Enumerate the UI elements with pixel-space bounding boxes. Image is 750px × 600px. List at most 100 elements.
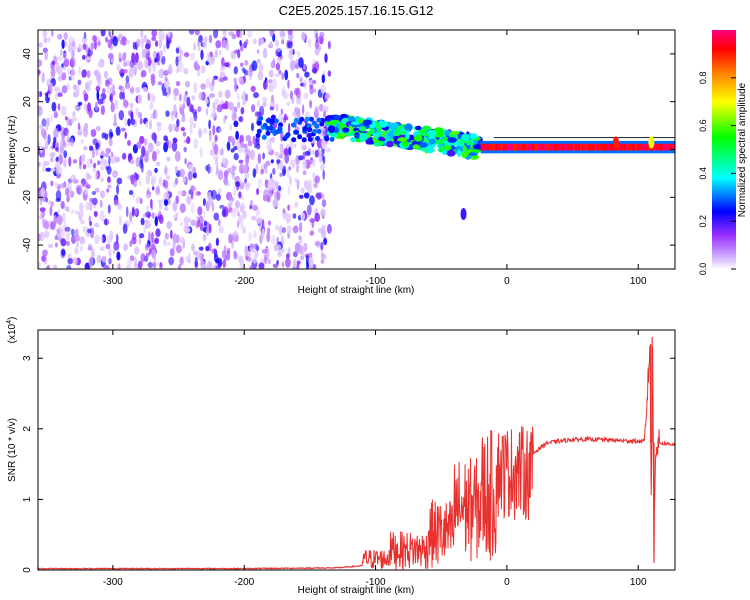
spectrogram-noise-blob (159, 262, 163, 268)
spectrogram-noise-blob (308, 256, 314, 267)
spectrogram-noise-blob (150, 244, 157, 251)
spectrogram-noise-blob (291, 137, 297, 143)
spectrogram-noise-blob (131, 206, 135, 217)
spectrogram-noise-blob (228, 196, 235, 202)
spectrogram-noise-blob (152, 61, 157, 73)
spectrogram-feature (612, 136, 619, 149)
spectrogram-noise-blob (249, 264, 255, 269)
spectrogram-noise-blob (228, 233, 233, 244)
spectrogram-noise-blob (191, 243, 195, 252)
spectrogram-noise-blob (150, 231, 154, 243)
spectrogram-noise-blob (57, 33, 63, 40)
spectrogram-noise-blob (200, 65, 206, 74)
spectrogram-noise-blob (135, 173, 140, 181)
spectrogram-noise-blob (88, 80, 93, 85)
spectrogram-carrier-cell (532, 143, 535, 151)
spectrogram-noise-blob (313, 182, 318, 189)
y-tick-label: 20 (22, 96, 33, 108)
spectrogram-noise-blob (76, 242, 79, 247)
spectrogram-noise-blob (221, 103, 228, 110)
spectrogram-noise-blob (41, 118, 47, 127)
spectrogram-noise-blob (156, 122, 162, 127)
spectrogram-noise-blob (219, 148, 224, 156)
spectrogram-noise-blob (209, 93, 215, 98)
spectrogram-noise-blob (261, 134, 267, 140)
spectrogram-noise-blob (88, 243, 92, 251)
spectrogram-noise-blob (116, 65, 121, 72)
spectrogram-noise-blob (192, 172, 197, 179)
spectrogram-noise-blob (292, 251, 298, 258)
spectrogram-noise-blob (266, 232, 271, 243)
y-tick-label: 0 (22, 146, 33, 152)
spectrogram-noise-blob (57, 56, 63, 61)
spectrogram-noise-blob (314, 106, 319, 115)
spectrogram-noise-blob (56, 214, 63, 226)
spectrogram-noise-blob (235, 130, 240, 140)
spectrogram-noise-blob (234, 81, 238, 93)
spectrogram-noise-blob (51, 60, 56, 66)
spectrogram-noise-blob (140, 253, 146, 263)
spectrogram-noise-blob (180, 117, 186, 123)
spectrogram-signal-blob (351, 121, 360, 126)
spectrogram-noise-blob (208, 34, 213, 44)
spectrogram-signal-blob (348, 116, 355, 122)
spectrogram-noise-blob (259, 234, 263, 245)
spectrogram-signal-blob (401, 140, 409, 148)
spectrogram-noise-blob (49, 82, 54, 92)
spectrogram-noise-blob (298, 221, 303, 233)
spectrogram-noise-blob (300, 250, 305, 260)
spectrogram-noise-blob (299, 77, 303, 83)
spectrogram-noise-blob (207, 163, 211, 174)
spectrogram-noise-blob (309, 99, 312, 109)
spectrogram-noise-blob (66, 206, 70, 213)
spectrogram-signal-blob (350, 136, 356, 143)
spectrogram-noise-blob (95, 142, 100, 150)
spectrogram-noise-blob (139, 135, 145, 144)
spectrogram-noise-blob (269, 30, 274, 37)
spectrogram-carrier-cell (622, 143, 625, 151)
spectrogram-carrier-cell (572, 143, 574, 151)
spectrogram-noise-blob (257, 71, 264, 81)
spectrogram-noise-blob (163, 239, 167, 246)
spectrogram-noise-blob (139, 197, 143, 205)
spectrogram-noise-blob (44, 161, 50, 166)
spectrogram-noise-blob (39, 212, 43, 218)
spectrogram-noise-blob (319, 36, 324, 45)
spectrogram-signal-blob (446, 150, 456, 157)
spectrogram-noise-blob (173, 87, 180, 97)
spectrogram-noise-blob (306, 204, 312, 216)
spectrogram-noise-blob (199, 222, 204, 232)
spectrogram-noise-blob (266, 79, 269, 84)
spectrogram-noise-blob (60, 238, 67, 247)
spectrogram-carrier-cell (496, 143, 499, 151)
spectrogram-noise-blob (123, 243, 128, 251)
spectrogram-noise-blob (127, 118, 131, 127)
spectrogram-noise-blob (66, 195, 70, 203)
spectrogram-noise-blob (262, 47, 268, 59)
spectrogram-noise-blob (255, 137, 259, 143)
spectrogram-noise-blob (147, 231, 151, 242)
spectrogram-noise-blob (186, 195, 192, 205)
spectrogram-noise-blob (140, 69, 147, 78)
spectrogram-noise-blob (39, 207, 46, 213)
spectrogram-noise-blob (152, 186, 155, 191)
spectrogram-noise-blob (156, 185, 160, 193)
spectrogram-noise-blob (145, 43, 151, 50)
spectrogram-noise-blob (233, 152, 239, 161)
spectrogram-signal-blob (362, 119, 373, 126)
spectrogram-noise-blob (236, 101, 241, 109)
spectrogram-noise-blob (257, 153, 262, 165)
spectrogram-noise-blob (311, 67, 317, 74)
spectrogram-noise-blob (125, 206, 129, 218)
colorbar-tick-label: 0.8 (698, 72, 708, 85)
spectrogram-noise-blob (211, 248, 217, 254)
spectrogram-noise-blob (130, 159, 135, 165)
spectrogram-noise-blob (278, 225, 283, 236)
spectrogram-noise-blob (50, 157, 54, 163)
spectrogram-noise-blob (189, 116, 194, 127)
spectrogram-noise-blob (249, 149, 256, 161)
spectrogram-carrier-cell (520, 143, 522, 151)
spectrogram-noise-blob (97, 98, 104, 105)
spectrogram-noise-blob (166, 175, 170, 180)
x-tick-label: -300 (103, 276, 123, 287)
